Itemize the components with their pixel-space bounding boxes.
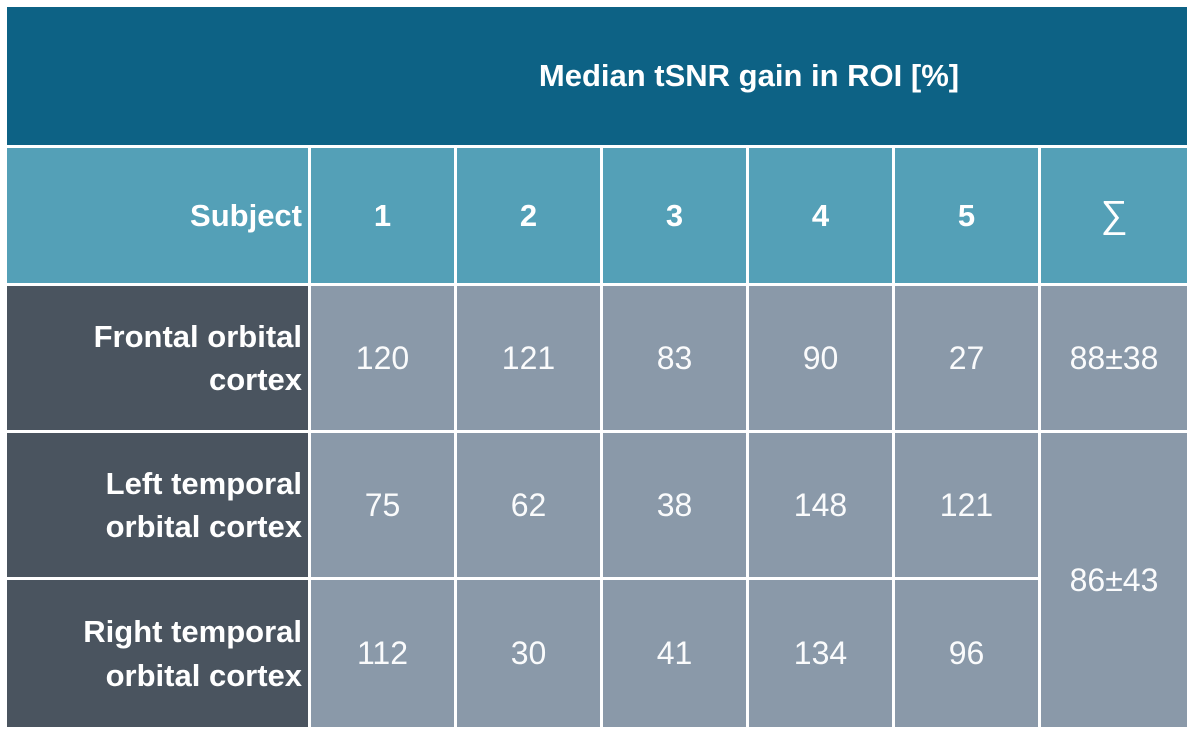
subject-col-2: 2 (457, 148, 600, 283)
cell-right-temporal-s3: 41 (603, 580, 746, 727)
subject-header-row: Subject 1 2 3 4 5 ∑ (7, 148, 1187, 283)
subject-col-4: 4 (749, 148, 892, 283)
row-label-text: Frontal orbital cortex (93, 318, 302, 397)
cell-temporal-merged-sum: 86±43 (1041, 433, 1187, 727)
table-title-cell: Median tSNR gain in ROI [%] (7, 7, 1187, 145)
cell-right-temporal-s4: 134 (749, 580, 892, 727)
cell-frontal-s1: 120 (311, 286, 454, 430)
cell-left-temporal-s4: 148 (749, 433, 892, 577)
subject-col-3: 3 (603, 148, 746, 283)
subject-col-1: 1 (311, 148, 454, 283)
cell-frontal-sum: 88±38 (1041, 286, 1187, 430)
title-row: Median tSNR gain in ROI [%] (7, 7, 1187, 145)
cell-right-temporal-s2: 30 (457, 580, 600, 727)
subject-col-5: 5 (895, 148, 1038, 283)
table-row-frontal-orbital-cortex: Frontal orbital cortex 120 121 83 90 27 … (7, 286, 1187, 430)
row-label-left-temporal-orbital-cortex: Left temporal orbital cortex (7, 433, 308, 577)
cell-left-temporal-s5: 121 (895, 433, 1038, 577)
table-row-right-temporal-orbital-cortex: Right temporal orbital cortex 112 30 41 … (7, 580, 1187, 727)
table-title: Median tSNR gain in ROI [%] (538, 58, 960, 93)
cell-left-temporal-s2: 62 (457, 433, 600, 577)
cell-frontal-s3: 83 (603, 286, 746, 430)
tsnr-gain-table: Median tSNR gain in ROI [%] Subject 1 2 … (4, 4, 1190, 730)
row-label-frontal-orbital-cortex: Frontal orbital cortex (7, 286, 308, 430)
cell-frontal-s2: 121 (457, 286, 600, 430)
cell-left-temporal-s3: 38 (603, 433, 746, 577)
cell-left-temporal-s1: 75 (311, 433, 454, 577)
cell-right-temporal-s5: 96 (895, 580, 1038, 727)
subject-header: Subject (7, 148, 308, 283)
table-row-left-temporal-orbital-cortex: Left temporal orbital cortex 75 62 38 14… (7, 433, 1187, 727)
cell-right-temporal-s1: 112 (311, 580, 454, 727)
row-label-right-temporal-orbital-cortex: Right temporal orbital cortex (7, 580, 308, 727)
row-label-text: Left temporal orbital cortex (105, 465, 302, 544)
cell-frontal-s5: 27 (895, 286, 1038, 430)
sum-symbol-header: ∑ (1041, 148, 1187, 283)
row-label-text: Right temporal orbital cortex (83, 614, 302, 693)
cell-frontal-s4: 90 (749, 286, 892, 430)
